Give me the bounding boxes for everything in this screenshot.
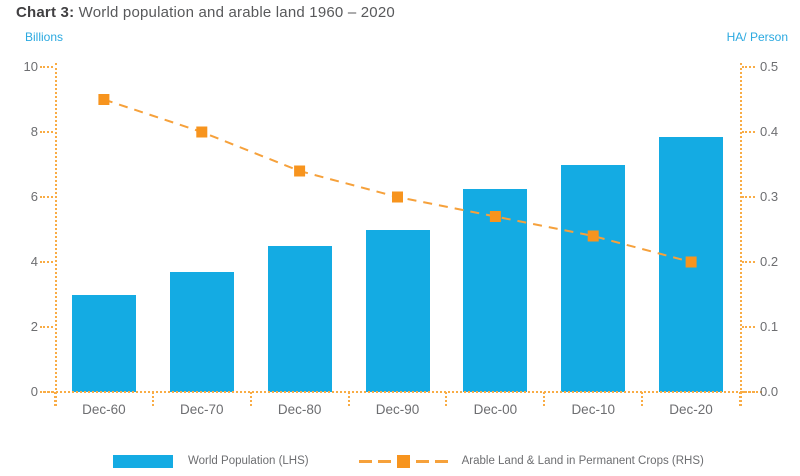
x-axis-tick xyxy=(543,392,546,406)
legend-dash-icon xyxy=(415,459,429,463)
left-axis-tick-label: 4 xyxy=(30,254,38,269)
bar-Dec-10 xyxy=(561,164,626,392)
legend-label-population: World Population (LHS) xyxy=(188,455,309,467)
left-axis-line xyxy=(55,63,57,406)
x-axis-tick xyxy=(641,392,644,406)
line-marker-Dec-60 xyxy=(98,94,110,105)
right-axis-tick xyxy=(742,131,755,133)
left-axis-tick xyxy=(40,326,53,328)
left-axis-tick-label: 6 xyxy=(30,189,38,204)
legend-label-arable-land: Arable Land & Land in Permanent Crops (R… xyxy=(461,455,704,467)
x-axis-label-Dec-00: Dec-00 xyxy=(473,402,518,417)
legend-square-marker-icon xyxy=(396,454,410,468)
x-axis-tick xyxy=(739,392,741,406)
line-marker-Dec-70 xyxy=(196,126,208,138)
left-axis-unit-label: Billions xyxy=(25,30,64,44)
line-marker-Dec-00 xyxy=(489,211,501,222)
right-axis-tick-label: 0.0 xyxy=(760,384,779,399)
bar-Dec-60 xyxy=(71,294,136,392)
x-axis-label-Dec-80: Dec-80 xyxy=(277,402,322,417)
left-axis-tick xyxy=(40,391,53,393)
line-marker-Dec-20 xyxy=(685,256,697,268)
legend-swatch-dashed-line xyxy=(358,454,448,468)
legend: World Population (LHS) Arable Land & Lan… xyxy=(113,453,704,469)
bar-Dec-70 xyxy=(169,271,234,392)
legend-swatch-bar xyxy=(113,454,173,468)
left-axis-tick-label: 2 xyxy=(30,319,38,334)
bar-Dec-90 xyxy=(365,229,430,392)
bar-Dec-80 xyxy=(267,245,332,392)
right-axis-tick-label: 0.5 xyxy=(760,59,779,74)
x-axis-tick xyxy=(54,392,56,406)
right-axis-tick xyxy=(742,391,755,393)
line-marker-Dec-90 xyxy=(392,191,403,203)
bar-Dec-00 xyxy=(463,188,528,392)
x-axis-tick xyxy=(445,392,448,406)
chart-title: Chart 3: World population and arable lan… xyxy=(16,4,395,21)
left-axis-tick-label: 8 xyxy=(30,124,38,139)
x-axis-label-Dec-60: Dec-60 xyxy=(82,402,126,417)
x-axis-tick xyxy=(151,392,154,406)
x-axis-label-Dec-20: Dec-20 xyxy=(669,402,713,417)
right-axis-tick xyxy=(742,261,755,263)
left-axis-tick xyxy=(40,131,53,133)
legend-dash-icon xyxy=(434,459,448,463)
legend-dash-icon xyxy=(377,459,391,463)
left-axis-tick xyxy=(40,261,53,263)
x-axis-tick xyxy=(347,392,350,406)
right-axis-tick-label: 0.2 xyxy=(760,254,779,269)
dashed-line xyxy=(103,98,692,263)
chart-title-prefix: Chart 3: xyxy=(16,4,75,21)
right-axis-unit-label: HA/ Person xyxy=(726,30,788,44)
right-axis-tick-label: 0.3 xyxy=(760,189,779,204)
right-axis-tick-label: 0.4 xyxy=(760,124,779,139)
line-marker-Dec-10 xyxy=(587,230,599,242)
x-axis-label-Dec-70: Dec-70 xyxy=(180,402,224,417)
right-axis-tick xyxy=(742,196,755,198)
left-axis-tick xyxy=(40,196,53,198)
left-axis-tick-label: 0 xyxy=(30,384,38,399)
x-axis-label-Dec-90: Dec-90 xyxy=(375,402,420,417)
right-axis-tick xyxy=(742,326,755,328)
right-axis-line xyxy=(740,63,742,406)
arable-land-line-series xyxy=(98,94,697,268)
right-axis-tick-label: 0.1 xyxy=(760,319,779,334)
x-axis-label-Dec-10: Dec-10 xyxy=(571,402,615,417)
x-axis-line xyxy=(40,391,762,393)
right-axis-tick xyxy=(742,66,755,68)
left-axis-tick xyxy=(40,66,53,68)
chart-title-text: World population and arable land 1960 – … xyxy=(74,4,395,21)
line-marker-Dec-80 xyxy=(294,165,306,177)
x-axis-tick xyxy=(249,392,252,406)
left-axis-tick-label: 10 xyxy=(23,59,38,74)
legend-dash-icon xyxy=(358,459,372,463)
